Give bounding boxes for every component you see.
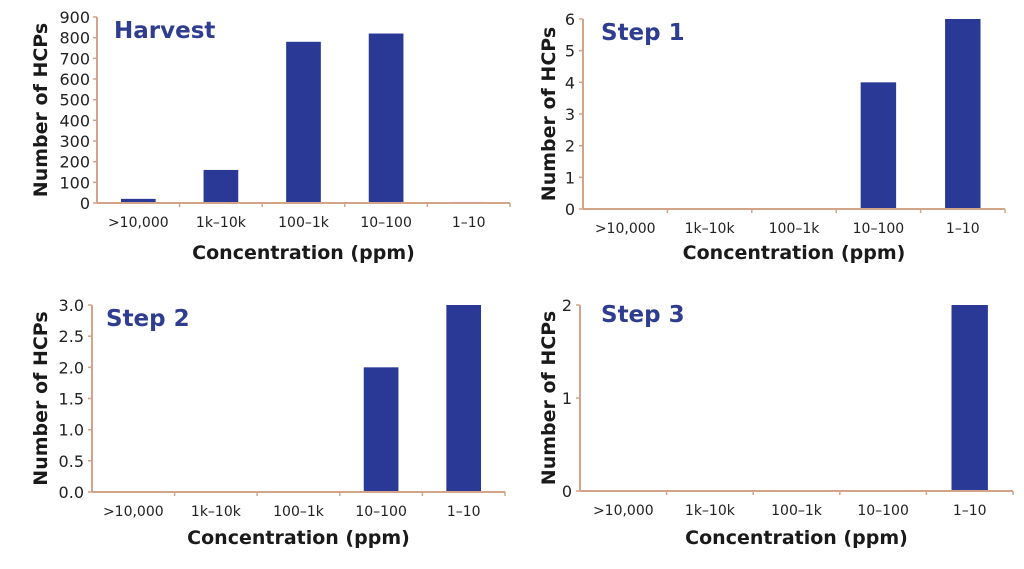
x-tick-label: 1k–10k [196,215,247,231]
x-axis-label: Concentration (ppm) [187,527,410,549]
x-tick-label: 100–1k [771,503,823,519]
x-tick-label: 1k–10k [685,221,736,237]
panel-title: Step 3 [601,302,685,328]
x-tick-label: >10,000 [103,504,164,520]
bar [945,19,981,209]
y-tick-label: 600 [59,70,90,89]
x-tick-label: 1–10 [946,221,980,237]
y-tick-label: 5 [565,42,575,61]
y-tick-label: 1 [565,168,575,187]
x-tick-label: 1–10 [452,215,486,231]
x-tick-label: 1k–10k [191,504,242,520]
x-tick-label: 10–100 [857,503,909,519]
y-tick-label: 2 [565,137,575,156]
y-tick-label: 0 [562,482,572,501]
y-tick-label: 0.5 [59,452,84,471]
bar [446,305,482,492]
y-tick-label: 1.5 [59,390,84,409]
y-tick-label: 6 [565,10,575,29]
bar [860,82,897,209]
y-axis-label: Number of HCPs [30,311,52,485]
y-axis-label: Number of HCPs [538,311,560,485]
x-axis-label: Concentration (ppm) [683,242,906,264]
y-tick-label: 300 [59,132,90,151]
x-tick-label: 10–100 [355,504,407,520]
y-tick-label: 100 [59,173,90,192]
bar [951,305,988,491]
y-tick-label: 2 [562,296,572,315]
bar [286,41,321,203]
panel-title: Step 2 [106,306,190,332]
x-tick-label: 1k–10k [685,503,736,519]
y-tick-label: 4 [565,73,575,92]
x-tick-label: 100–1k [278,215,330,231]
y-tick-label: 1.0 [59,421,84,440]
y-tick-label: 500 [59,91,90,110]
y-tick-label: 0 [80,194,90,213]
bar [203,169,239,203]
x-tick-label: 1–10 [953,503,987,519]
y-tick-label: 200 [59,153,90,172]
x-tick-label: 100–1k [273,504,325,520]
y-tick-label: 1 [562,389,572,408]
y-tick-label: 3.0 [59,296,84,315]
bar [368,33,404,204]
y-tick-label: 700 [59,49,90,68]
panel-title: Step 1 [601,20,685,46]
y-axis-label: Number of HCPs [30,23,52,197]
y-tick-label: 800 [59,29,90,48]
x-tick-label: 10–100 [360,215,412,231]
y-tick-label: 0 [565,200,575,219]
y-axis-label: Number of HCPs [538,27,560,201]
y-tick-label: 0.0 [59,483,84,502]
x-axis-label: Concentration (ppm) [192,242,415,264]
y-tick-label: 2.5 [59,327,84,346]
x-tick-label: 10–100 [853,221,905,237]
x-tick-label: >10,000 [595,221,656,237]
bar [120,198,156,203]
bar [363,367,399,492]
panel-title: Harvest [114,18,215,44]
x-tick-label: 100–1k [769,221,821,237]
y-tick-label: 2.0 [59,358,84,377]
x-axis-label: Concentration (ppm) [685,527,908,549]
y-tick-label: 3 [565,105,575,124]
x-tick-label: >10,000 [593,503,654,519]
x-tick-label: 1–10 [447,504,481,520]
y-tick-label: 900 [59,8,90,27]
x-tick-label: >10,000 [108,215,169,231]
y-tick-label: 400 [59,111,90,130]
